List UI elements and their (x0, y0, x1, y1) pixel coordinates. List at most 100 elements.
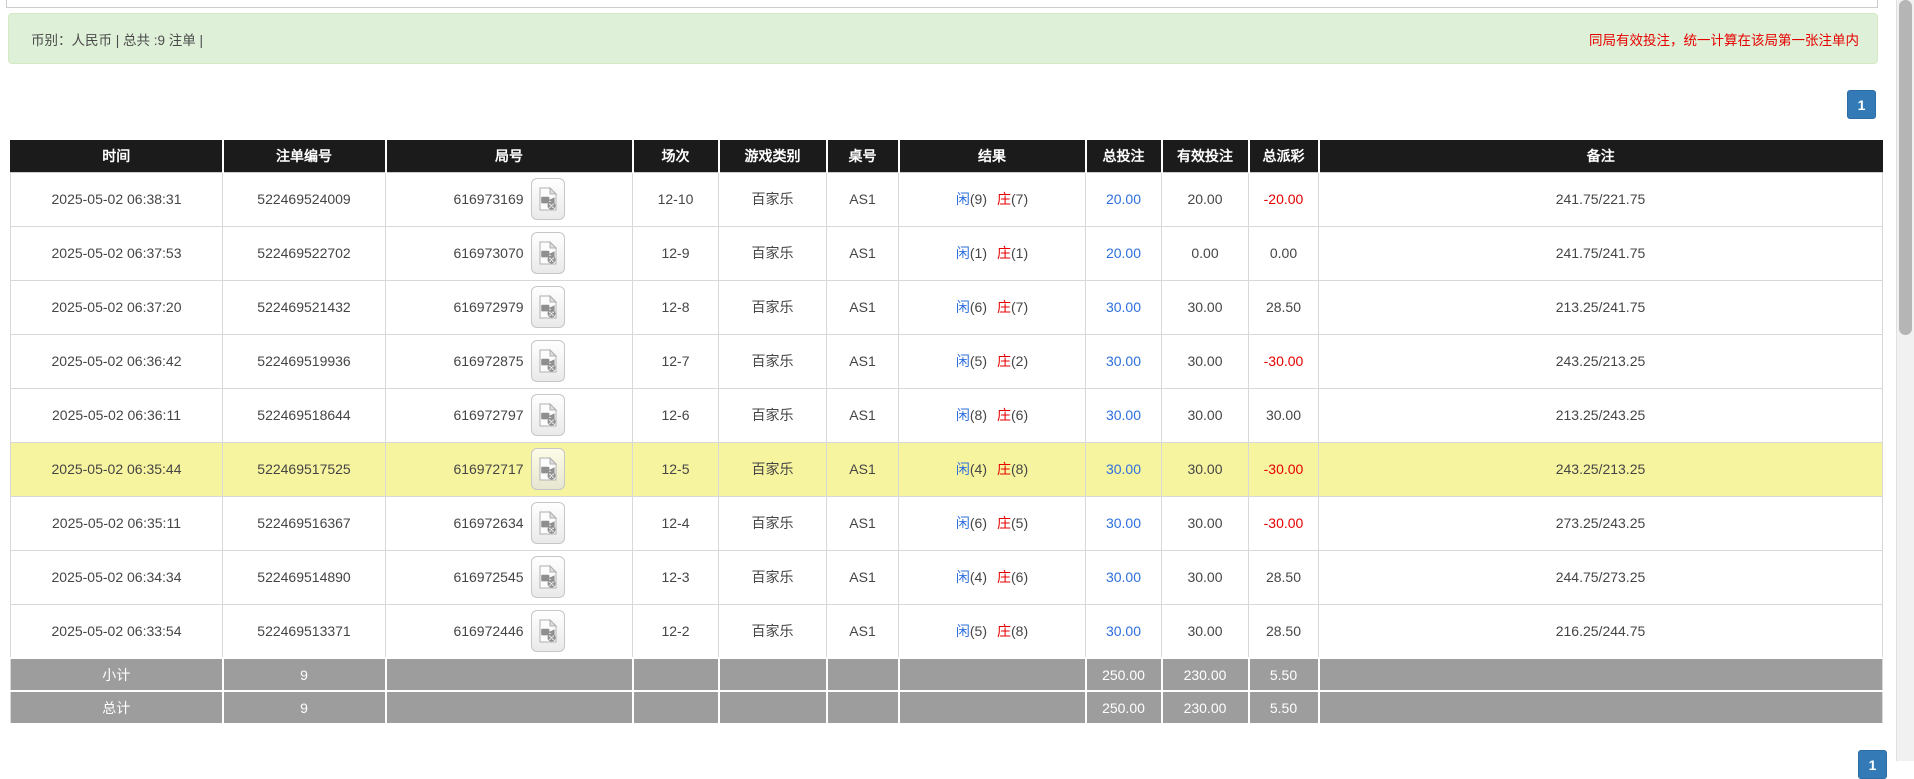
col-header-game-type: 游戏类别 (717, 140, 828, 173)
replay-video-icon[interactable] (530, 609, 565, 652)
result-player-label: 闲 (955, 407, 970, 423)
cell-table-id: AS1 (826, 225, 899, 281)
cell-game-type: 百家乐 (718, 279, 827, 335)
cell-total-bet: 30.00 (1085, 603, 1162, 659)
cell-result: 闲(1) 庄(1) (898, 225, 1086, 281)
cell-valid-bet: 30.00 (1161, 549, 1249, 605)
replay-video-icon[interactable] (530, 502, 565, 544)
col-header-valid-bet: 有效投注 (1160, 140, 1250, 173)
cell-session: 12-3 (632, 549, 719, 605)
cell-time: 2025-05-02 06:36:11 (10, 387, 223, 443)
result-player-score: (1) (969, 245, 987, 261)
table-row: 2025-05-02 06:35:11 522469516367 6169726… (10, 495, 1883, 551)
result-banker-label: 庄 (997, 515, 1011, 531)
result-banker-score: (6) (1011, 569, 1029, 585)
col-header-time: 时间 (10, 140, 224, 173)
cell-time: 2025-05-02 06:35:44 (10, 441, 223, 497)
cell-game-type: 百家乐 (718, 225, 827, 281)
cell-remark: 213.25/241.75 (1318, 279, 1883, 335)
cell-table-id: AS1 (826, 387, 899, 443)
col-header-remark: 备注 (1317, 140, 1883, 173)
result-banker-label: 庄 (997, 461, 1011, 477)
cell-bet-id: 522469521432 (222, 279, 386, 335)
scrollbar-track[interactable] (1896, 0, 1914, 761)
cell-game-type: 百家乐 (718, 441, 827, 497)
result-banker-label: 庄 (997, 353, 1011, 369)
total-bet-link[interactable]: 30.00 (1105, 461, 1142, 477)
table-row: 2025-05-02 06:33:54 522469513371 6169724… (10, 603, 1883, 659)
cell-result: 闲(9) 庄(7) (898, 171, 1086, 227)
replay-video-icon[interactable] (530, 178, 565, 220)
cell-remark: 273.25/243.25 (1318, 495, 1883, 551)
cell-payout: 28.50 (1248, 549, 1319, 605)
result-player-label: 闲 (955, 461, 970, 477)
subtotal-label: 小计 (10, 657, 224, 692)
round-number: 616972875 (453, 353, 524, 369)
total-bet-link[interactable]: 30.00 (1105, 353, 1142, 369)
cell-valid-bet: 30.00 (1161, 279, 1249, 335)
page-button-1-top[interactable]: 1 (1847, 90, 1876, 119)
subtotal-count: 9 (221, 657, 387, 692)
result-player-score: (5) (969, 622, 987, 639)
round-number: 616972634 (453, 515, 524, 531)
cell-total-bet: 20.00 (1085, 225, 1162, 281)
total-bet-link[interactable]: 30.00 (1105, 299, 1142, 315)
result-banker-score: (1) (1011, 245, 1029, 261)
cell-round-id: 616972634 (385, 495, 633, 551)
cell-payout: 28.50 (1248, 603, 1319, 659)
result-banker-label: 庄 (997, 622, 1011, 639)
currency-summary-text: 币别：人民币 | 总共 :9 注单 | (31, 32, 204, 48)
table-row: 2025-05-02 06:36:42 522469519936 6169728… (10, 333, 1883, 389)
result-banker-score: (5) (1011, 515, 1029, 531)
total-bet-link[interactable]: 30.00 (1105, 515, 1142, 531)
cell-bet-id: 522469519936 (222, 333, 386, 389)
replay-video-icon[interactable] (530, 340, 565, 382)
round-number: 616973169 (453, 191, 524, 207)
cell-payout: 0.00 (1248, 225, 1319, 281)
table-row: 2025-05-02 06:34:34 522469514890 6169725… (10, 549, 1883, 605)
cell-bet-id: 522469517525 (222, 441, 386, 497)
round-number: 616973070 (453, 245, 524, 261)
col-header-round-id: 局号 (384, 140, 634, 173)
result-banker-label: 庄 (997, 191, 1011, 207)
total-bet-link[interactable]: 30.00 (1105, 622, 1142, 639)
cell-remark: 241.75/241.75 (1318, 225, 1883, 281)
table-row: 2025-05-02 06:36:11 522469518644 6169727… (10, 387, 1883, 443)
result-banker-score: (7) (1011, 191, 1029, 207)
replay-video-icon[interactable] (530, 448, 565, 490)
cell-time: 2025-05-02 06:33:54 (10, 603, 223, 659)
col-header-table-id: 桌号 (825, 140, 900, 173)
cell-result: 闲(5) 庄(8) (898, 603, 1086, 659)
cell-valid-bet: 30.00 (1161, 495, 1249, 551)
page: { "banner": { "left_text": "币别：人民币 | 总共 … (6, 0, 1914, 779)
scrollbar-thumb[interactable] (1899, 0, 1912, 335)
cell-payout: -30.00 (1248, 333, 1319, 389)
result-player-label: 闲 (955, 191, 970, 207)
replay-video-icon[interactable] (530, 286, 565, 328)
bets-table: 时间 注单编号 局号 场次 游戏类别 桌号 结果 总投注 有效投注 总派彩 备注… (10, 140, 1883, 725)
table-row: 2025-05-02 06:37:20 522469521432 6169729… (10, 279, 1883, 335)
cell-bet-id: 522469516367 (222, 495, 386, 551)
total-bet-link[interactable]: 20.00 (1105, 245, 1142, 261)
total-bet-link[interactable]: 30.00 (1105, 407, 1142, 423)
cell-session: 12-6 (632, 387, 719, 443)
cell-total-bet: 30.00 (1085, 333, 1162, 389)
total-bet-link[interactable]: 30.00 (1105, 569, 1142, 585)
subtotal-valid-bet: 230.00 (1160, 657, 1250, 692)
cell-time: 2025-05-02 06:37:53 (10, 225, 223, 281)
replay-video-icon[interactable] (530, 556, 565, 598)
cell-total-bet: 30.00 (1085, 441, 1162, 497)
col-header-total-bet: 总投注 (1084, 140, 1163, 173)
total-bet-link[interactable]: 20.00 (1105, 191, 1142, 207)
replay-video-icon[interactable] (530, 232, 565, 274)
table-row: 2025-05-02 06:35:44 522469517525 6169727… (10, 441, 1883, 497)
cell-remark: 244.75/273.25 (1318, 549, 1883, 605)
cell-game-type: 百家乐 (718, 333, 827, 389)
cell-table-id: AS1 (826, 549, 899, 605)
subtotal-row: 小计 9 250.00 230.00 5.50 (10, 657, 1883, 692)
page-button-1-bottom[interactable]: 1 (1858, 750, 1887, 779)
subtotal-payout: 5.50 (1247, 657, 1320, 692)
banner-note-text: 同局有效投注，统一计算在该局第一张注单内 (1589, 32, 1859, 48)
replay-video-icon[interactable] (530, 394, 565, 436)
round-number: 616972446 (453, 622, 524, 639)
